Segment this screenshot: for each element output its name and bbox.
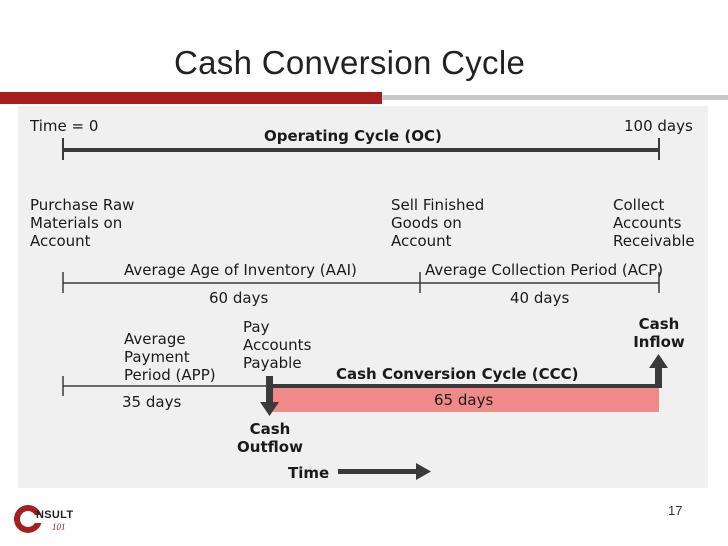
c-circle-logo-icon xyxy=(14,505,44,533)
cash-outflow-label: Cash Outflow xyxy=(237,420,303,456)
cash-inflow-label: Cash Inflow xyxy=(633,315,685,351)
time-label: Time xyxy=(288,464,330,482)
logo-subtext: 101 xyxy=(52,522,66,532)
event-purchase-label: Purchase Raw Materials on Account xyxy=(30,196,135,250)
pay-ap-label: Pay Accounts Payable xyxy=(243,318,312,372)
event-sell-label: Sell Finished Goods on Account xyxy=(391,196,485,250)
event-collect-label: Collect Accounts Receivable xyxy=(613,196,695,250)
title-divider-bar xyxy=(382,95,728,100)
aai-label: Average Age of Inventory (AAI) xyxy=(124,261,357,279)
aai-days: 60 days xyxy=(209,289,269,307)
time-zero-label: Time = 0 xyxy=(30,117,99,135)
time-arrow xyxy=(338,463,431,480)
ccc-days: 65 days xyxy=(434,391,494,409)
slide-title: Cash Conversion Cycle xyxy=(174,44,526,81)
cash-outflow-arrow xyxy=(260,376,279,416)
operating-cycle-label: Operating Cycle (OC) xyxy=(264,127,442,145)
cash-inflow-arrow xyxy=(649,354,668,388)
page-number: 17 xyxy=(668,503,683,518)
app-days: 35 days xyxy=(122,393,182,411)
title-accent-bar xyxy=(0,92,382,104)
acp-days: 40 days xyxy=(510,289,570,307)
app-label: Average Payment Period (APP) xyxy=(124,330,216,384)
acp-label: Average Collection Period (ACP) xyxy=(425,261,664,279)
aai-acp-line xyxy=(62,272,660,293)
ccc-label: Cash Conversion Cycle (CCC) xyxy=(336,365,579,383)
time-end-label: 100 days xyxy=(624,117,693,135)
consult-logo: NSULT 101 xyxy=(12,502,92,538)
operating-cycle-line xyxy=(62,138,660,160)
logo-wordmark: NSULT xyxy=(36,509,74,521)
diagram-panel xyxy=(18,106,708,488)
ccc-bar xyxy=(272,386,659,412)
